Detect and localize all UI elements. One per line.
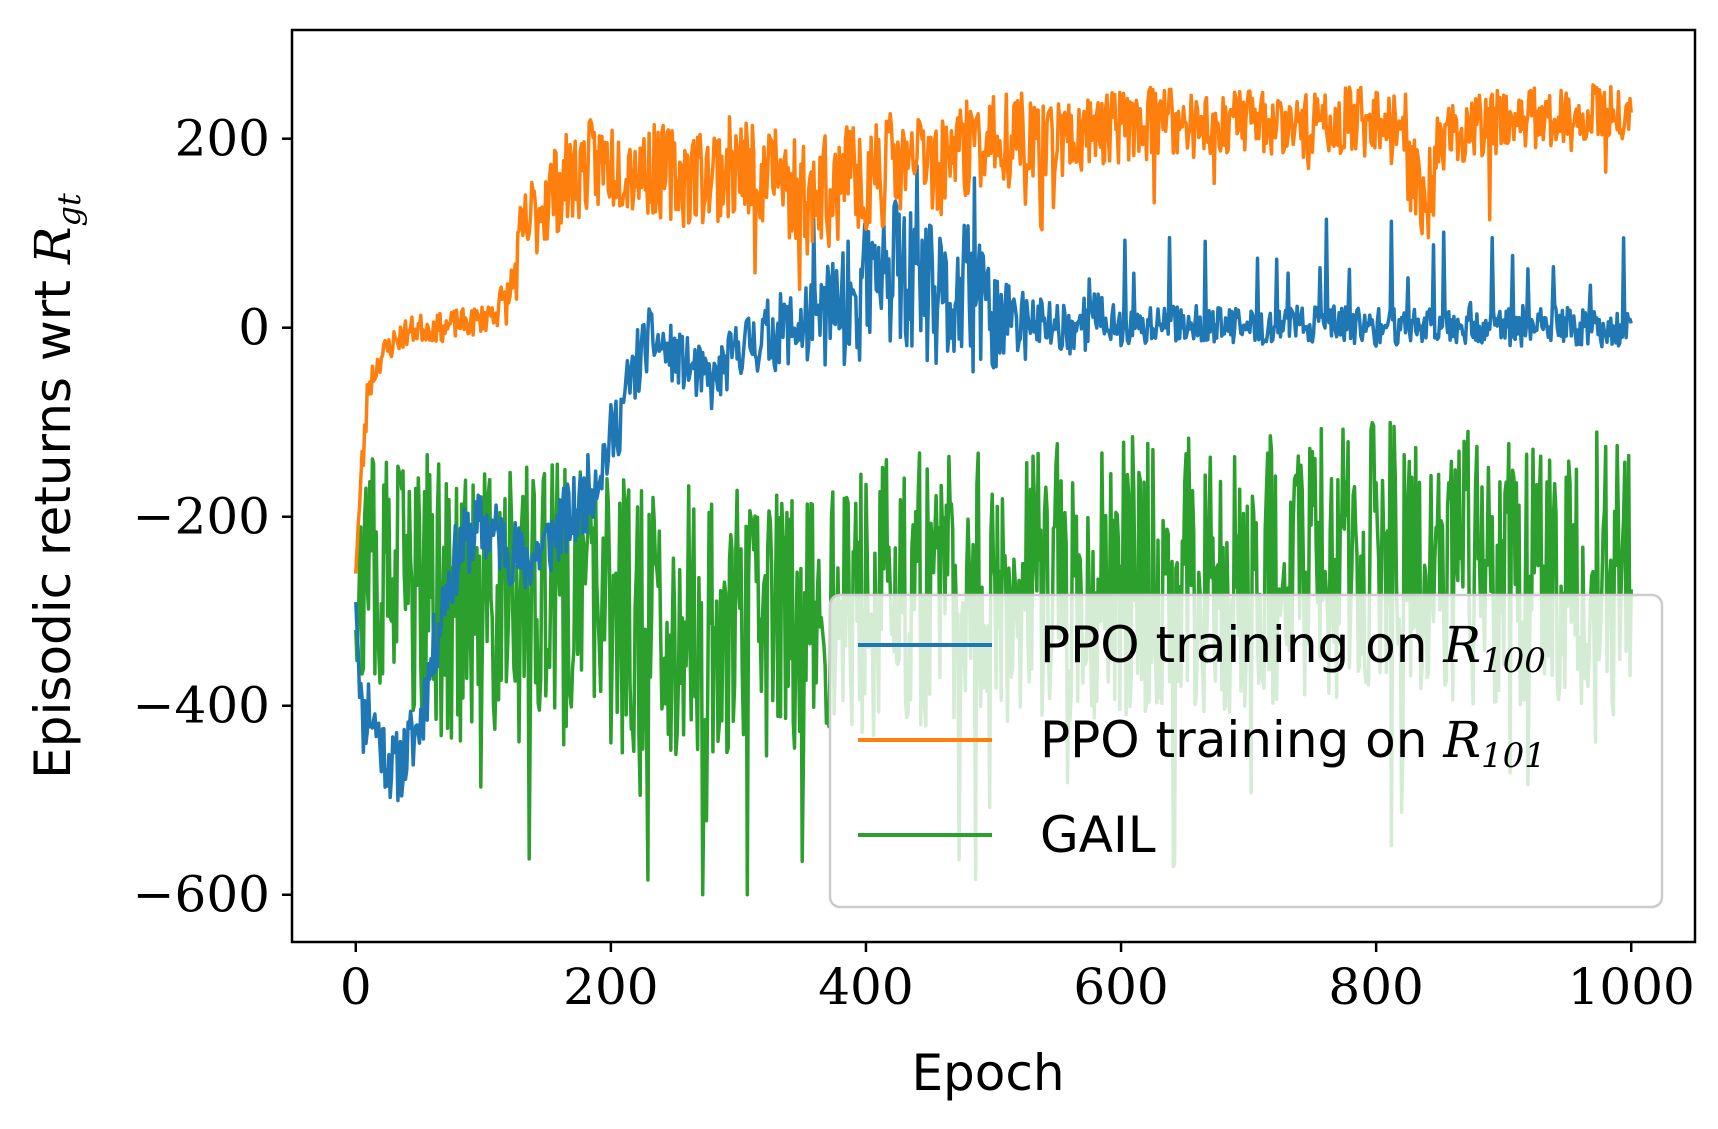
x-axis-ticks: 0 200 400 600 800 1000 bbox=[340, 942, 1695, 1016]
y-axis-label-symbol: R bbox=[24, 227, 82, 266]
y-axis-label-subscript: gt bbox=[50, 193, 88, 226]
y-tick-label: 200 bbox=[175, 110, 270, 168]
legend-entry-text: PPO training on bbox=[1040, 711, 1443, 769]
svg-text:Episodic returns wrt Rgt: Episodic returns wrt Rgt bbox=[24, 193, 88, 779]
plot-frame bbox=[290, 28, 1697, 944]
legend-entry: PPO training on R101 bbox=[1040, 711, 1546, 776]
x-axis-label: Epoch bbox=[911, 1044, 1064, 1102]
series-layer bbox=[354, 83, 1633, 897]
y-axis-ticks: −600 −400 −200 0 200 bbox=[133, 110, 292, 924]
series-ppo-r101-line bbox=[354, 83, 1633, 574]
legend-entry-symbol: R bbox=[1442, 711, 1481, 769]
legend-frame bbox=[828, 593, 1664, 909]
y-tick-label: −400 bbox=[133, 677, 270, 735]
y-tick-label: 0 bbox=[238, 299, 270, 357]
legend-entry: PPO training on R100 bbox=[1040, 616, 1546, 681]
y-axis-label: Episodic returns wrt Rgt bbox=[24, 193, 88, 779]
y-tick-label: −600 bbox=[133, 866, 270, 924]
legend-entry-symbol: R bbox=[1442, 616, 1481, 674]
legend-entry-text: PPO training on bbox=[1040, 616, 1443, 674]
x-tick-label: 1000 bbox=[1568, 958, 1695, 1016]
series-gail-line bbox=[354, 420, 1633, 897]
x-tick-label: 600 bbox=[1073, 958, 1168, 1016]
x-tick-label: 400 bbox=[818, 958, 913, 1016]
x-tick-label: 0 bbox=[340, 958, 372, 1016]
x-tick-label: 800 bbox=[1328, 958, 1423, 1016]
legend-entry-subscript: 100 bbox=[1481, 641, 1546, 681]
x-tick-label: 200 bbox=[563, 958, 658, 1016]
y-tick-label: −200 bbox=[133, 488, 270, 546]
y-axis-label-text: Episodic returns wrt bbox=[24, 264, 82, 779]
legend-entry-subscript: 101 bbox=[1481, 736, 1546, 776]
series-ppo-r100-line bbox=[354, 163, 1633, 803]
legend-entry: GAIL bbox=[1040, 806, 1156, 864]
legend-entry-text: GAIL bbox=[1040, 806, 1156, 864]
